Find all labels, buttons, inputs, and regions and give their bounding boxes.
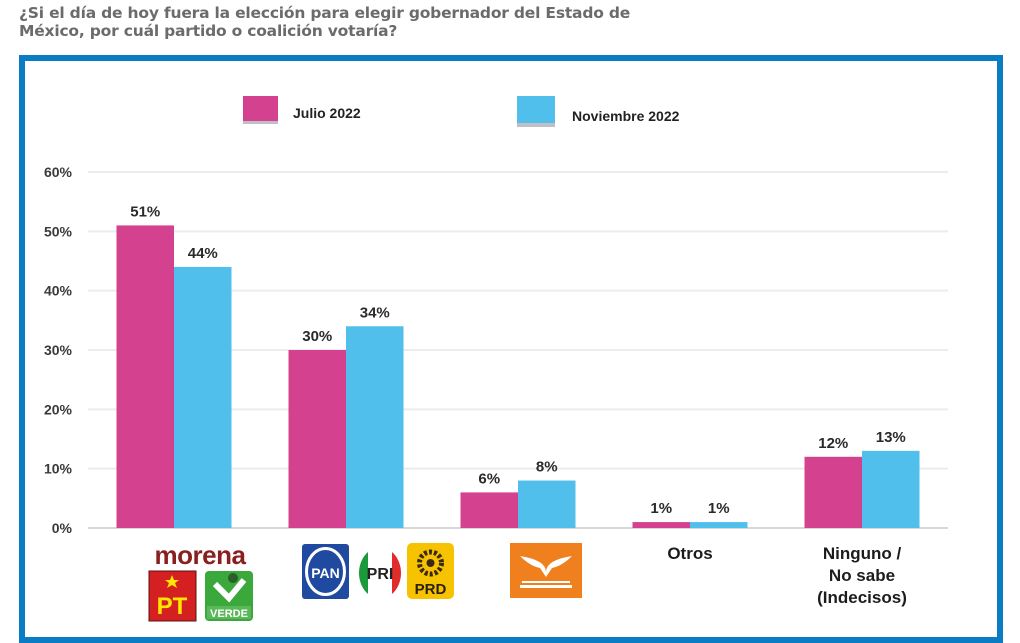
legend-swatch-julio-fill	[243, 96, 278, 121]
data-label: 8%	[536, 459, 558, 476]
legend-swatch-noviembre	[517, 96, 555, 123]
y-tick-label: 10%	[44, 461, 73, 477]
bar	[862, 450, 920, 528]
category-label: Otros	[667, 544, 712, 563]
question-line-2: México, por cuál partido o coalición vot…	[19, 22, 398, 40]
bar	[518, 480, 576, 528]
svg-text:VERDE: VERDE	[210, 608, 248, 620]
bar	[460, 492, 518, 528]
svg-text:PRD: PRD	[415, 581, 447, 598]
y-tick-label: 60%	[44, 164, 73, 180]
y-tick-label: 30%	[44, 342, 73, 358]
category-labels: Otros Ninguno / No sabe (Indecisos)	[667, 544, 907, 607]
bar	[116, 225, 174, 528]
bar	[804, 456, 862, 528]
pt-logo: PT	[148, 570, 197, 622]
bar	[174, 266, 232, 528]
morena-logo: morena	[155, 540, 247, 570]
data-label: 1%	[708, 500, 730, 517]
question-title: ¿Si el día de hoy fuera la elección para…	[19, 4, 719, 40]
data-label: 51%	[130, 203, 160, 220]
y-tick-label: 50%	[44, 223, 73, 239]
legend-label-noviembre: Noviembre 2022	[572, 108, 680, 124]
data-labels: 51% 44% 30% 34% 6% 8% 1% 1% 12% 13%	[130, 203, 906, 517]
data-label: 13%	[876, 429, 906, 446]
question-line-1: ¿Si el día de hoy fuera la elección para…	[19, 4, 631, 22]
bar	[346, 326, 404, 528]
legend-item-noviembre: Noviembre 2022	[517, 96, 680, 127]
bars	[116, 225, 920, 528]
bar	[632, 522, 690, 528]
category-logo-pan-pri-prd: PAN PRI PRD	[302, 543, 454, 599]
data-label: 1%	[650, 500, 672, 517]
svg-text:PT: PT	[157, 593, 188, 620]
pan-logo: PAN	[302, 544, 349, 599]
bar	[690, 522, 748, 528]
category-label: No sabe	[829, 566, 895, 585]
data-label: 30%	[302, 328, 332, 345]
data-label: 12%	[818, 435, 848, 452]
legend-item-julio: Julio 2022	[243, 96, 361, 124]
y-tick-label: 20%	[44, 401, 73, 417]
svg-text:PAN: PAN	[311, 565, 340, 581]
verde-logo: VERDE	[205, 571, 253, 621]
data-label: 6%	[478, 470, 500, 487]
data-label: 44%	[188, 245, 218, 262]
category-label: (Indecisos)	[817, 588, 907, 607]
data-label: 34%	[360, 304, 390, 321]
category-label: Ninguno /	[823, 544, 902, 563]
pri-logo: PRI	[357, 547, 403, 599]
svg-text:PRI: PRI	[367, 566, 394, 583]
legend-label-julio: Julio 2022	[293, 105, 361, 121]
y-tick-label: 40%	[44, 283, 73, 299]
legend: Julio 2022 Noviembre 2022	[243, 96, 680, 127]
y-tick-label: 0%	[52, 520, 73, 536]
bar	[288, 350, 346, 528]
mc-logo	[510, 543, 582, 598]
y-axis-ticks: 0% 10% 20% 30% 40% 50% 60%	[44, 164, 73, 536]
prd-logo: PRD	[407, 543, 454, 599]
category-logo-morena-pt-verde: morena PT VERDE	[148, 540, 253, 622]
